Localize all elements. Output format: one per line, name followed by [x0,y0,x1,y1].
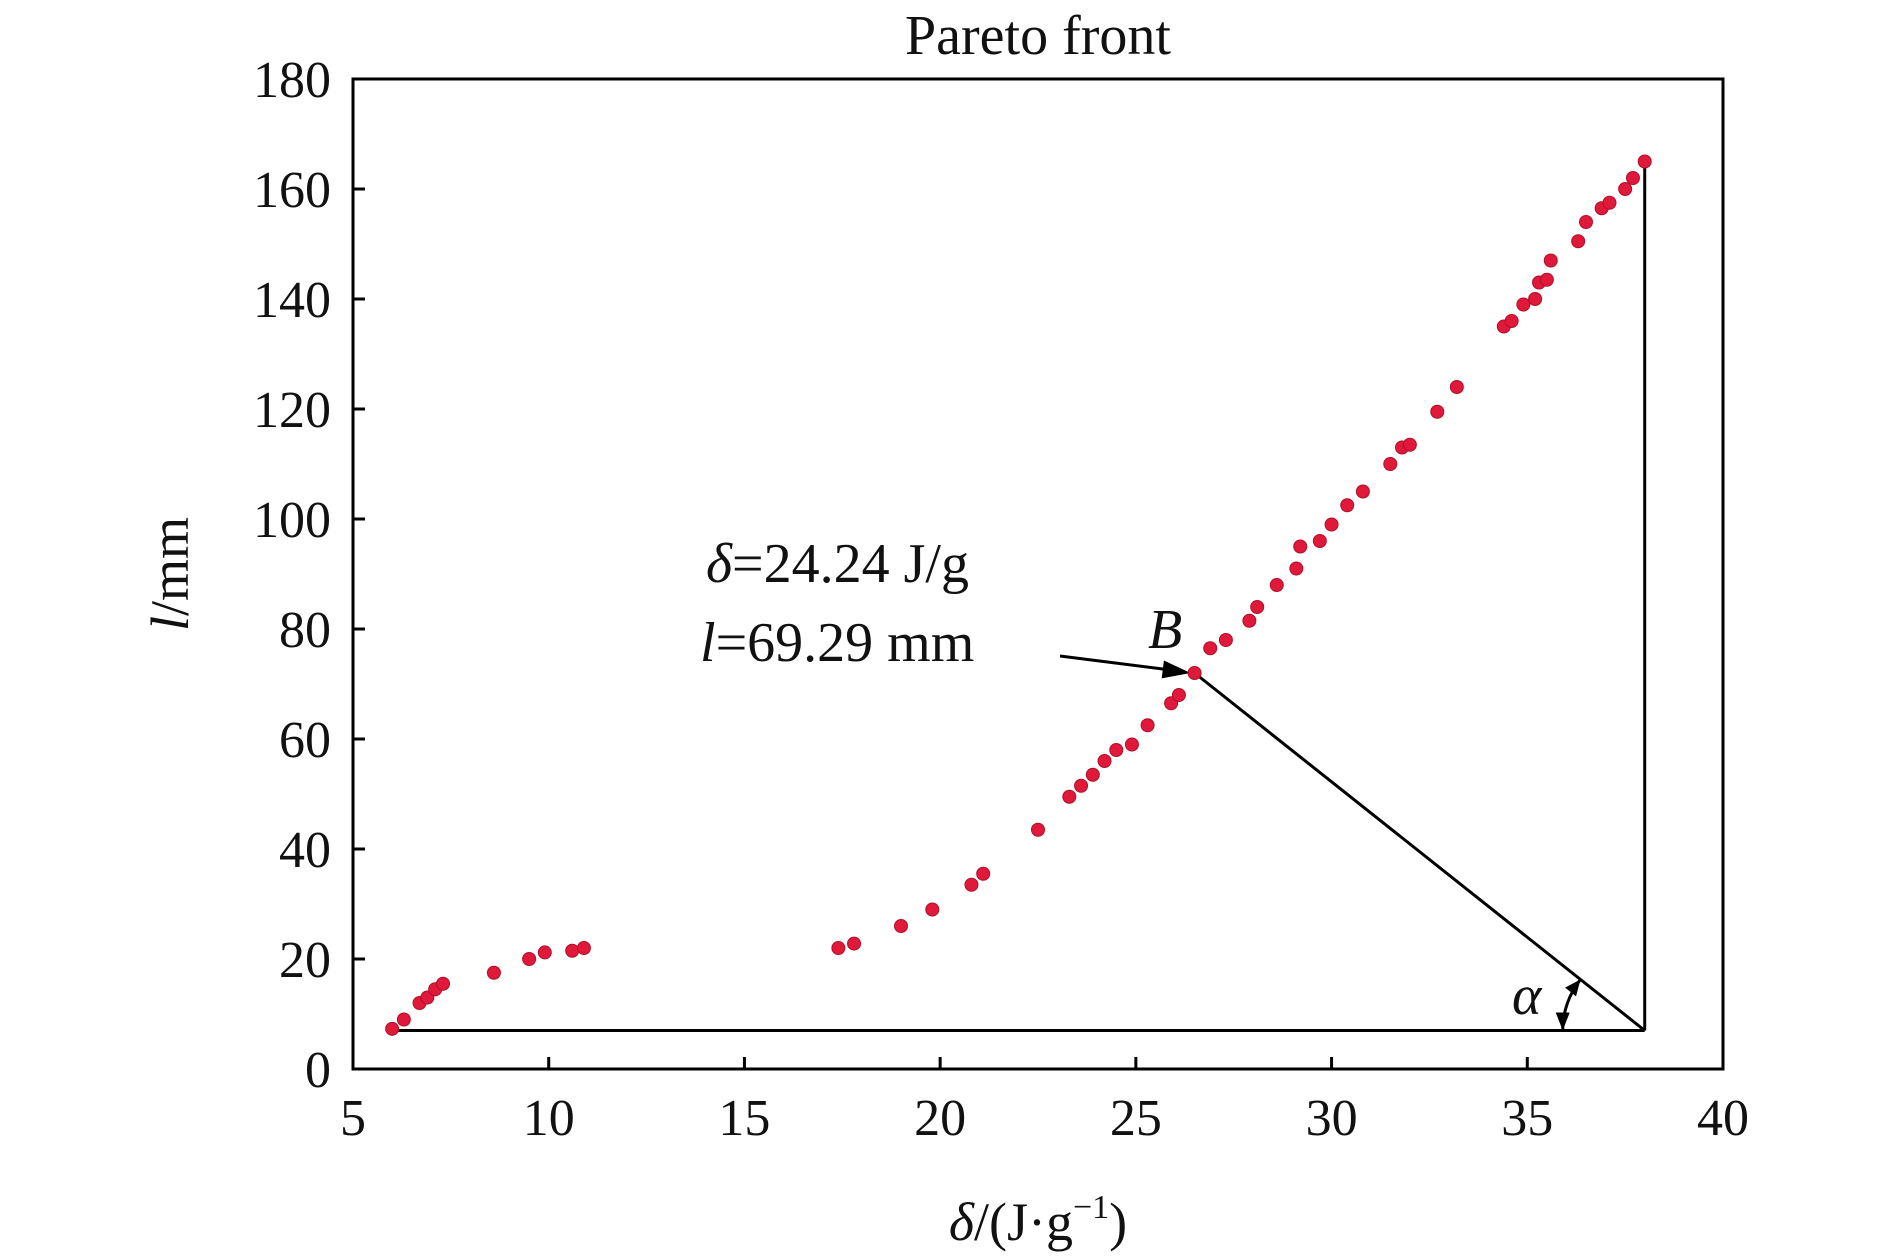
y-tick-label: 0 [305,1042,331,1099]
data-point [1402,437,1417,452]
data-point [1293,539,1308,554]
annotation-arrow-head [1161,660,1191,679]
y-tick-label: 20 [279,932,331,989]
data-point [1516,297,1531,312]
data-point [1618,182,1633,196]
data-point [436,976,451,991]
plot-frame [351,77,1725,1071]
angle-arrow-head-upper [1565,979,1581,997]
data-point [1250,600,1265,614]
data-point [1097,754,1112,768]
y-tick-label: 180 [253,52,331,109]
pareto-points [385,154,1652,1036]
data-point [1571,234,1586,249]
data-point [1242,613,1257,628]
data-point [537,945,552,960]
data-point [1218,633,1233,647]
y-tick-labels: 0 20 40 60 80 100 120 140 160 180 [253,52,331,1099]
data-point [1625,171,1640,185]
data-point [385,1021,400,1036]
data-point [1637,154,1652,169]
data-point [831,941,846,955]
data-point [1324,517,1339,532]
y-tick-label: 40 [279,822,331,879]
y-tick-label: 160 [253,162,331,219]
data-point [1579,215,1593,229]
data-point [1203,641,1218,656]
chart-title: Pareto front [905,5,1171,67]
data-point [1528,292,1543,306]
data-point [1383,457,1398,471]
y-axis-title: l/mm [140,517,200,631]
x-tick-label: 20 [914,1090,966,1147]
x-tick-label: 5 [340,1090,366,1147]
tick-marks [351,77,1725,1071]
data-point [1340,498,1355,513]
x-tick-labels: 5 10 15 20 25 30 35 40 [340,1090,1749,1147]
data-point [396,1012,411,1027]
x-tick-label: 35 [1501,1090,1553,1147]
data-point [964,877,979,892]
y-tick-label: 60 [279,712,331,769]
data-point [1124,737,1139,752]
data-point [565,943,580,958]
x-tick-label: 15 [718,1090,770,1147]
data-point [1312,534,1327,548]
data-point [1109,743,1124,757]
x-tick-label: 10 [523,1090,575,1147]
data-point [576,941,591,955]
x-tick-label: 25 [1110,1090,1162,1147]
data-point [1543,253,1558,268]
data-point [1062,789,1077,804]
data-point [1171,688,1186,702]
x-axis-title: δ/(J·g−1) [949,1189,1127,1252]
data-point [1355,484,1370,499]
data-point [486,965,501,980]
data-point [1031,822,1045,837]
point-b-label: B [1148,599,1182,661]
y-tick-label: 80 [279,602,331,659]
data-point [1449,380,1464,394]
hypotenuse-line [1193,671,1646,1032]
data-point [1602,195,1617,210]
annotation-arrow-shaft [1059,654,1179,673]
x-tick-label: 40 [1697,1090,1749,1147]
y-tick-label: 140 [253,272,331,329]
data-point [1140,718,1155,733]
x-tick-label: 30 [1306,1090,1358,1147]
data-point [847,936,862,951]
data-point [1430,404,1445,419]
data-point [1269,578,1284,592]
data-point [894,919,908,933]
pareto-angle-construction [392,161,1647,1032]
y-tick-label: 100 [253,492,331,549]
data-point [522,952,537,966]
y-tick-label: 120 [253,382,331,439]
data-point [1085,767,1100,782]
annotation-length: l=69.29 mm [700,612,974,674]
data-point [925,902,940,917]
data-point [1504,314,1519,328]
angle-arrow-head-lower [1555,1012,1570,1031]
data-point [976,866,991,881]
annotation-delta: δ=24.24 J/g [706,533,969,595]
data-point [1074,778,1089,793]
angle-alpha-label: α [1512,965,1543,1027]
data-point [1187,666,1202,680]
data-point [1539,272,1554,287]
data-point [1289,561,1304,576]
